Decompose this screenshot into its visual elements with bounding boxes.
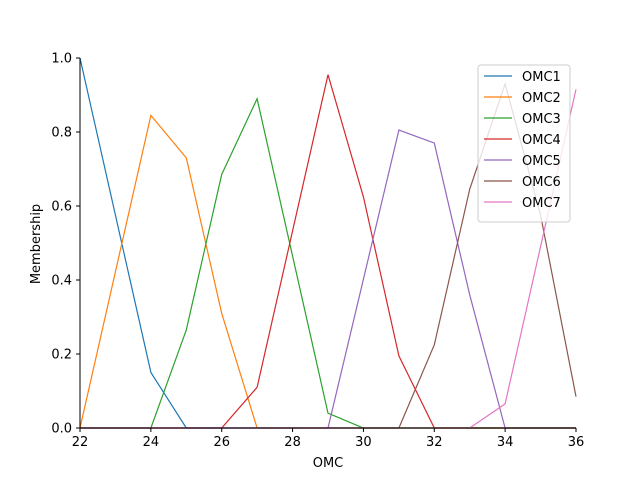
legend-label-omc4: OMC4 [522, 133, 561, 148]
x-tick-label: 26 [213, 435, 230, 450]
legend-label-omc6: OMC6 [522, 175, 561, 190]
x-tick-label: 34 [497, 435, 514, 450]
x-tick-label: 28 [284, 435, 301, 450]
x-tick-label: 22 [72, 435, 89, 450]
legend-label-omc1: OMC1 [522, 70, 561, 85]
axes [79, 58, 576, 429]
series-line-omc3 [80, 96, 576, 429]
x-tick-label: 32 [426, 435, 443, 450]
y-axis-ticks: 0.0 0.2 0.4 0.6 0.8 1.0 [51, 52, 80, 437]
y-tick-label: 0.2 [51, 348, 72, 363]
y-tick-label: 1.0 [51, 52, 72, 67]
x-axis-ticks: 22 24 26 28 30 32 34 36 [72, 428, 585, 450]
legend-box [477, 64, 571, 223]
x-tick-label: 36 [568, 435, 585, 450]
x-axis-title: OMC [313, 456, 344, 471]
series-line-omc4 [80, 74, 576, 429]
y-tick-label: 0.4 [51, 274, 72, 289]
legend-label-omc7: OMC7 [522, 196, 561, 211]
legend-label-omc5: OMC5 [522, 154, 561, 169]
legend: OMC1 OMC2 OMC3 OMC4 OMC5 OMC6 OMC7 [477, 64, 571, 223]
y-axis-title: Membership [29, 204, 44, 284]
legend-label-omc3: OMC3 [522, 112, 561, 127]
x-tick-label: 24 [143, 435, 160, 450]
y-tick-label: 0.8 [51, 126, 72, 141]
y-tick-label: 0.0 [51, 422, 72, 437]
legend-label-omc2: OMC2 [522, 91, 561, 106]
x-tick-label: 30 [355, 435, 372, 450]
y-tick-label: 0.6 [51, 200, 72, 215]
